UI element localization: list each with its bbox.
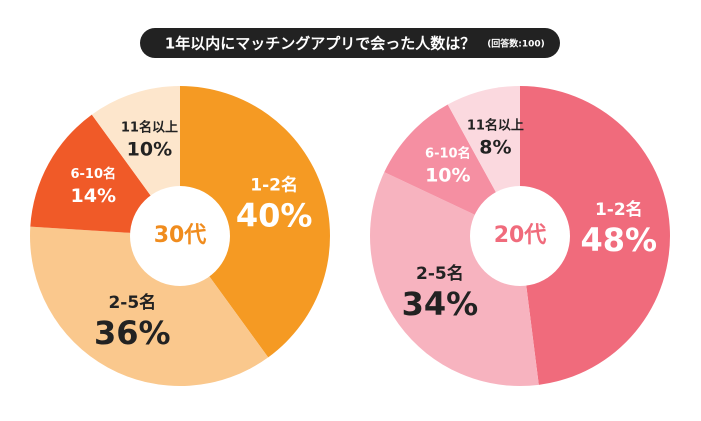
slice-value: 14%	[71, 185, 116, 207]
pie-slice	[180, 86, 330, 358]
slice-category: 6-10名	[70, 166, 116, 182]
slice-value: 48%	[581, 221, 658, 259]
slice-value: 10%	[425, 165, 470, 187]
slice-value: 8%	[479, 137, 511, 159]
chart-title: 1年以内にマッチングアプリで会った人数は？	[165, 35, 475, 53]
slice-value: 36%	[94, 314, 171, 352]
center-label: 30代	[154, 223, 207, 248]
slice-category: 6-10名	[425, 146, 471, 162]
slice-category: 1-2名	[250, 174, 298, 195]
pie-slice	[520, 86, 671, 385]
slice-value: 40%	[236, 196, 313, 234]
donut-hole	[130, 186, 230, 286]
center-label: 20代	[494, 223, 547, 248]
slice-category: 11名以上	[121, 119, 178, 135]
donut-hole	[470, 186, 570, 286]
title-pill	[140, 28, 560, 58]
slice-category: 2-5名	[108, 292, 156, 313]
slice-category: 11名以上	[467, 118, 524, 134]
slice-category: 1-2名	[595, 199, 643, 220]
pie-slice	[29, 226, 269, 386]
note: (回答数:100)	[487, 38, 545, 50]
slice-value: 10%	[127, 138, 172, 160]
slice-category: 2-5名	[416, 263, 464, 284]
slice-value: 34%	[402, 285, 479, 323]
